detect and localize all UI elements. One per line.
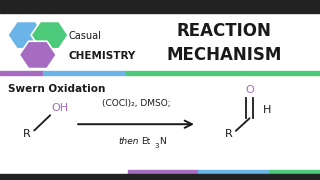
Text: R: R [225, 129, 233, 139]
Text: OH: OH [52, 103, 69, 113]
Text: O: O [245, 85, 254, 95]
Bar [0, 0, 320, 13]
Text: CHEMISTRY: CHEMISTRY [69, 51, 136, 61]
Text: then: then [118, 137, 139, 146]
Text: REACTION: REACTION [177, 22, 271, 40]
Polygon shape [8, 21, 45, 49]
Bar [126, 71, 320, 75]
Bar [43, 71, 126, 75]
Polygon shape [31, 21, 68, 49]
Text: H: H [263, 105, 271, 115]
Text: Swern Oxidation: Swern Oxidation [8, 84, 105, 94]
Text: Casual: Casual [69, 31, 102, 41]
Bar [0, 174, 320, 180]
Bar [0, 71, 43, 75]
Text: (COCl)₂, DMSO;: (COCl)₂, DMSO; [102, 99, 170, 108]
Text: MECHANISM: MECHANISM [166, 46, 282, 64]
Bar [198, 170, 269, 174]
Text: N: N [159, 137, 166, 146]
Text: Et: Et [141, 137, 151, 146]
Text: 3: 3 [154, 143, 159, 149]
Bar [128, 170, 198, 174]
Text: R: R [23, 129, 31, 139]
Bar [269, 170, 320, 174]
Polygon shape [19, 41, 56, 69]
